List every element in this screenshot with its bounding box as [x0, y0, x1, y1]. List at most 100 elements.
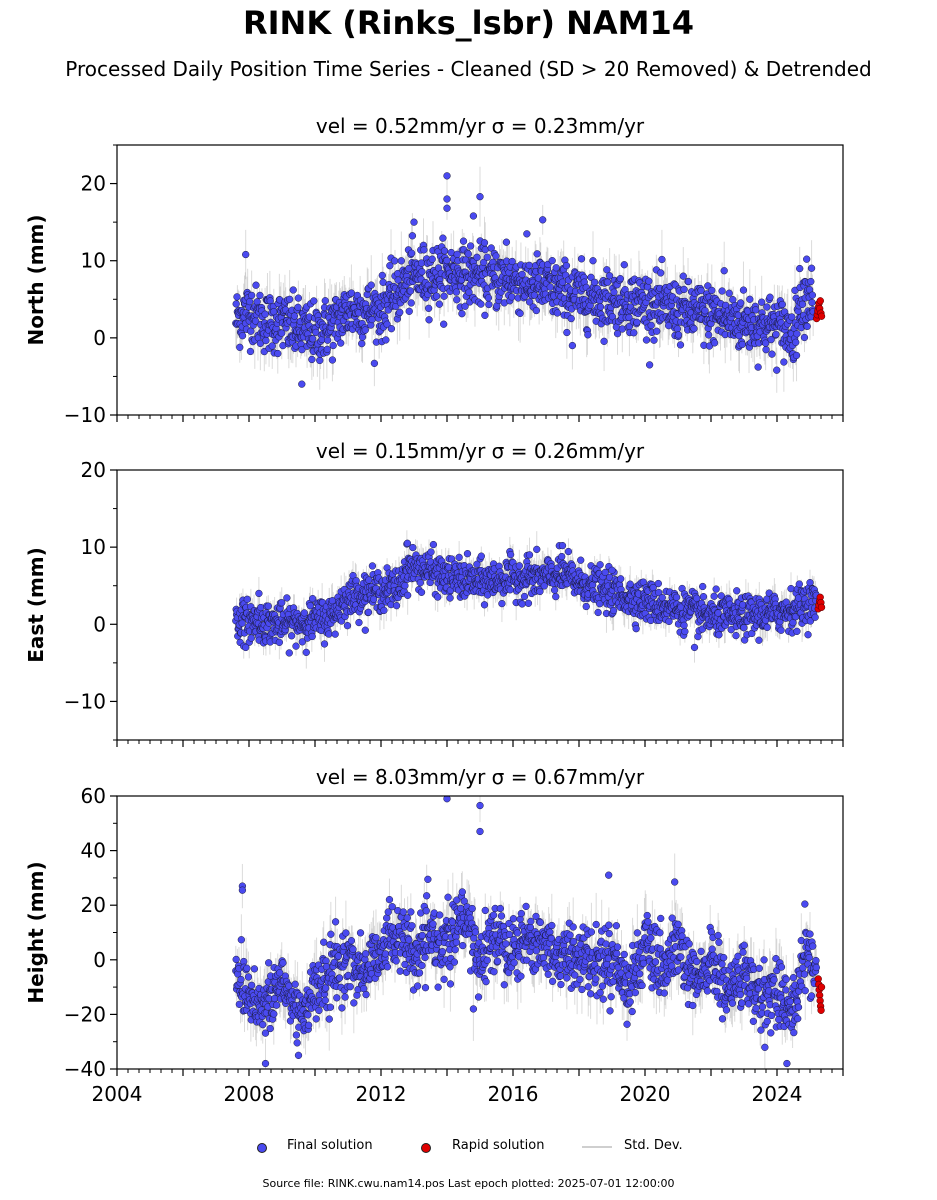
final-point: [653, 327, 661, 335]
final-point: [365, 576, 373, 584]
final-point: [672, 593, 681, 601]
final-point: [508, 293, 516, 301]
final-point: [610, 288, 618, 296]
final-point: [777, 626, 785, 634]
final-point: [302, 648, 310, 657]
final-point: [268, 342, 276, 350]
final-point: [383, 320, 391, 328]
final-point: [285, 649, 293, 657]
final-point: [533, 545, 541, 554]
final-point: [429, 540, 438, 549]
final-point: [768, 350, 776, 358]
final-point: [546, 283, 554, 291]
final-point: [247, 327, 255, 335]
final-point: [232, 300, 240, 308]
final-point: [758, 298, 766, 306]
final-point: [766, 293, 774, 301]
final-point: [278, 599, 286, 607]
final-point: [275, 638, 284, 646]
final-solution-points: [232, 539, 820, 657]
y-tick-label: 0: [93, 612, 106, 636]
final-point: [793, 330, 801, 338]
final-point: [613, 330, 622, 338]
final-point: [298, 638, 306, 646]
final-point: [484, 294, 493, 302]
final-point: [807, 277, 815, 286]
final-point: [368, 562, 377, 570]
final-point: [754, 363, 762, 371]
final-point: [387, 325, 396, 333]
final-point: [361, 326, 369, 334]
final-point: [480, 601, 489, 609]
final-point: [712, 585, 720, 593]
final-point: [577, 556, 585, 564]
final-point: [616, 275, 624, 283]
final-point: [558, 541, 567, 550]
final-point: [406, 287, 415, 295]
final-point: [355, 618, 363, 627]
final-point: [733, 587, 741, 595]
final-point: [382, 336, 390, 344]
final-point: [466, 242, 475, 250]
final-point: [446, 594, 454, 602]
subtitle: Processed Daily Position Time Series - C…: [65, 57, 872, 81]
y-tick-label: 10: [81, 249, 106, 273]
final-point: [298, 346, 306, 354]
final-point: [550, 586, 559, 594]
final-point: [680, 285, 688, 294]
final-point: [264, 602, 272, 610]
final-point: [727, 626, 735, 634]
final-point: [596, 561, 604, 569]
final-point: [536, 587, 544, 596]
final-point: [694, 632, 702, 641]
final-point: [407, 299, 415, 307]
final-point: [261, 310, 269, 318]
final-point: [477, 300, 485, 308]
final-point: [780, 358, 788, 366]
plot-data: [232, 530, 826, 669]
final-point: [440, 292, 448, 300]
final-point: [738, 340, 746, 349]
final-point: [539, 216, 547, 224]
final-point: [306, 602, 314, 610]
final-solution-points: [232, 172, 817, 388]
final-point: [428, 255, 436, 263]
final-point: [625, 313, 633, 322]
final-point: [704, 331, 713, 339]
final-point: [518, 270, 526, 279]
final-point: [464, 250, 472, 258]
final-point: [308, 632, 316, 641]
final-point: [243, 595, 251, 603]
final-point: [525, 261, 533, 269]
east-panel: vel = 0.15mm/yr σ = 0.26mm/yr East (mm) −1…: [24, 439, 844, 747]
final-point: [520, 592, 529, 601]
final-point: [252, 281, 260, 289]
final-point: [461, 302, 469, 310]
y-tick-label: −10: [64, 689, 106, 713]
final-point: [455, 553, 463, 561]
final-point: [287, 632, 296, 640]
final-point: [481, 311, 489, 319]
final-point: [274, 349, 282, 358]
final-point: [308, 355, 316, 364]
final-point: [487, 244, 495, 252]
final-point: [515, 562, 523, 570]
final-point: [408, 232, 417, 240]
final-point: [300, 609, 308, 617]
rapid-solution-points: [814, 593, 826, 613]
final-point: [390, 257, 399, 265]
final-point: [331, 630, 339, 638]
final-point: [286, 295, 294, 303]
final-point: [603, 278, 612, 286]
final-point: [452, 288, 461, 296]
rapid-solution-points: [812, 297, 826, 323]
final-point: [658, 594, 666, 602]
final-point: [492, 252, 500, 260]
final-point: [386, 262, 394, 270]
final-point: [626, 580, 634, 588]
final-point: [800, 333, 809, 342]
final-point: [473, 560, 481, 568]
final-point: [242, 643, 250, 652]
final-point: [343, 622, 352, 630]
final-point: [693, 594, 701, 602]
